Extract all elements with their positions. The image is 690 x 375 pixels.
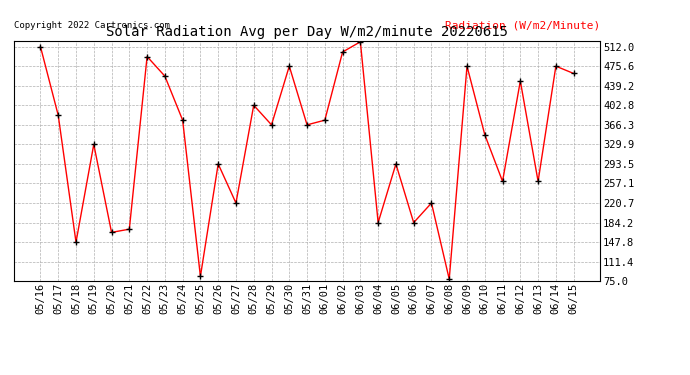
- Text: Radiation (W/m2/Minute): Radiation (W/m2/Minute): [445, 21, 600, 30]
- Title: Solar Radiation Avg per Day W/m2/minute 20220615: Solar Radiation Avg per Day W/m2/minute …: [106, 25, 508, 39]
- Text: Copyright 2022 Cartronics.com: Copyright 2022 Cartronics.com: [14, 21, 170, 30]
